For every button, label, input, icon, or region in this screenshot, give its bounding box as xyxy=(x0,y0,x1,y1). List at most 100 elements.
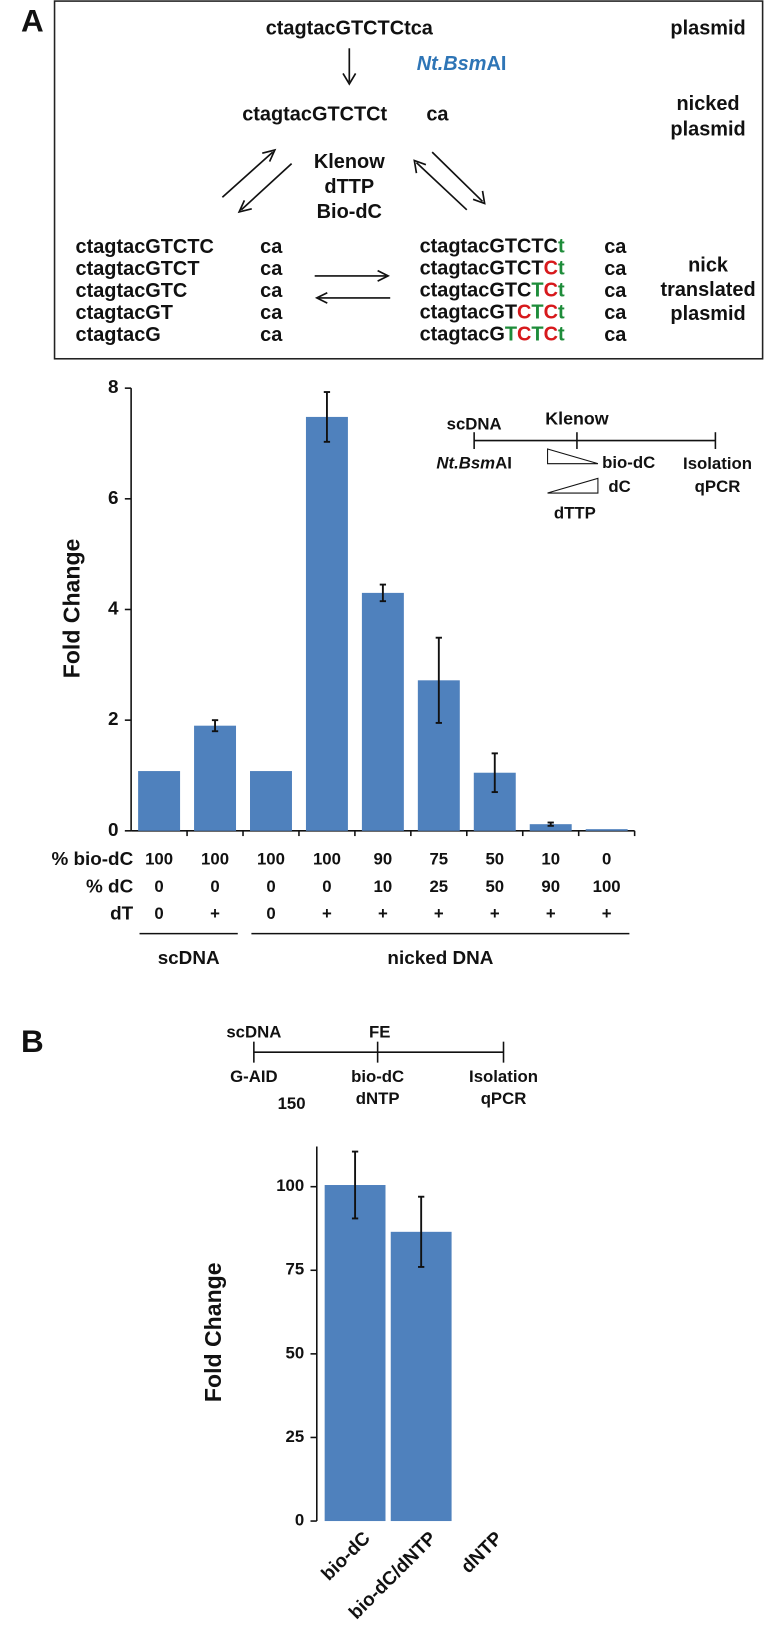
timeline-label: FE xyxy=(369,1023,390,1042)
row-label: % dC xyxy=(86,876,134,897)
side-label: plasmid xyxy=(670,303,745,325)
sequence: ctagtacGT xyxy=(76,302,173,324)
enzyme-part: AI xyxy=(486,53,506,75)
row-value: 100 xyxy=(201,850,229,869)
reagent: Klenow xyxy=(314,151,385,173)
bar xyxy=(194,725,237,831)
row-value: 0 xyxy=(266,877,275,896)
y-tick-label: 0 xyxy=(295,1510,304,1529)
enzyme-part: Nt.Bsm xyxy=(417,53,487,75)
row-value: 100 xyxy=(145,850,173,869)
sequence: ca xyxy=(604,258,627,280)
error-bar xyxy=(351,1150,359,1220)
timeline-label: Isolation xyxy=(683,454,752,473)
sequence: ctagtacGTC xyxy=(76,280,188,302)
row-value: 10 xyxy=(374,877,393,896)
enzyme-part: AI xyxy=(495,454,512,473)
sequence-part: t xyxy=(558,324,565,346)
bar xyxy=(529,824,572,831)
sequence: ca xyxy=(260,280,283,302)
sequence: ca xyxy=(426,104,449,126)
timeline-label: qPCR xyxy=(481,1089,527,1108)
row-value: + xyxy=(490,904,500,923)
y-tick-label: 8 xyxy=(108,377,119,398)
reagent: Bio-dC xyxy=(317,201,382,223)
timeline-label: dTTP xyxy=(554,503,596,522)
sequence-part: ctagtacG xyxy=(420,324,505,346)
error-bar xyxy=(323,391,331,443)
row-value: + xyxy=(546,904,556,923)
enzyme-part: Nt.Bsm xyxy=(436,454,495,473)
timeline-label: scDNA xyxy=(447,414,502,433)
timeline-label: Isolation xyxy=(469,1067,538,1086)
sequence: ctagtacGTCTCt xyxy=(420,258,565,280)
timeline-label: G-AID xyxy=(230,1067,277,1086)
row-value: 100 xyxy=(593,877,621,896)
sequence-part: t xyxy=(558,258,565,280)
sequence: ca xyxy=(260,236,283,258)
sequence-part: T xyxy=(531,280,543,302)
sequence: ctagtacGTCTCt xyxy=(420,236,565,258)
diagram-box xyxy=(53,0,764,360)
sequence-part: ctagtacGT xyxy=(420,302,517,324)
x-tick-label: bio-dC xyxy=(318,1528,375,1585)
sequence: ca xyxy=(604,302,627,324)
enzyme: Nt.BsmAI xyxy=(417,53,507,75)
y-tick-label: 0 xyxy=(108,820,119,841)
error-bar xyxy=(491,752,498,794)
row-value: 90 xyxy=(541,877,560,896)
row-value: 10 xyxy=(541,850,560,869)
y-tick-label: 4 xyxy=(108,598,119,619)
sequence: ctagtacGTCTCt xyxy=(420,280,565,302)
timeline-label: qPCR xyxy=(695,477,741,496)
sequence: ca xyxy=(604,324,627,346)
sequence: ca xyxy=(260,324,283,346)
group-label: nicked DNA xyxy=(387,948,493,969)
row-value: 100 xyxy=(257,850,285,869)
timeline-label: Klenow xyxy=(545,408,609,428)
side-label: nicked xyxy=(676,93,739,115)
x-tick-label: dNTP xyxy=(457,1528,507,1578)
error-bar xyxy=(435,636,442,724)
error-bar xyxy=(211,719,219,733)
side-label: plasmid xyxy=(670,118,745,140)
bar xyxy=(390,1231,452,1522)
sequence: ctagtacGTCTCt xyxy=(420,324,565,346)
row-value: + xyxy=(434,904,444,923)
timeline-label: scDNA xyxy=(226,1023,281,1042)
side-label: plasmid xyxy=(670,18,745,40)
sequence: ca xyxy=(604,236,627,258)
sequence-part: C xyxy=(544,258,558,280)
row-label: % bio-dC xyxy=(51,849,133,870)
sequence-part: C xyxy=(544,302,558,324)
timeline-label: dC xyxy=(608,477,630,496)
reagent: dTTP xyxy=(324,176,374,198)
side-label: translated xyxy=(660,279,755,301)
y-tick-label: 100 xyxy=(276,1176,304,1195)
row-value: + xyxy=(378,904,388,923)
wedge xyxy=(547,448,599,465)
timeline-label: bio-dC xyxy=(351,1067,404,1086)
y-tick-label: 25 xyxy=(286,1427,305,1446)
sequence: ctagtacGTCT xyxy=(76,258,200,280)
sequence-part: T xyxy=(505,324,517,346)
side-label: nick xyxy=(688,255,729,277)
row-value: 100 xyxy=(313,850,341,869)
bar xyxy=(250,771,292,831)
enzyme: Nt.BsmAI xyxy=(436,454,511,473)
row-value: + xyxy=(602,904,612,923)
sequence-part: ctagtacGTCT xyxy=(420,258,544,280)
row-value: 25 xyxy=(429,877,448,896)
sequence: ca xyxy=(604,280,627,302)
sequence: ctagtacGTCTCt xyxy=(242,104,387,126)
row-value: 50 xyxy=(485,877,504,896)
row-value: 0 xyxy=(210,877,219,896)
row-value: 0 xyxy=(322,877,331,896)
row-value: + xyxy=(210,904,220,923)
sequence-part: C xyxy=(544,280,558,302)
row-value: 0 xyxy=(266,904,275,923)
sequence-part: t xyxy=(558,280,565,302)
sequence: ca xyxy=(260,258,283,280)
sequence-part: C xyxy=(517,324,531,346)
